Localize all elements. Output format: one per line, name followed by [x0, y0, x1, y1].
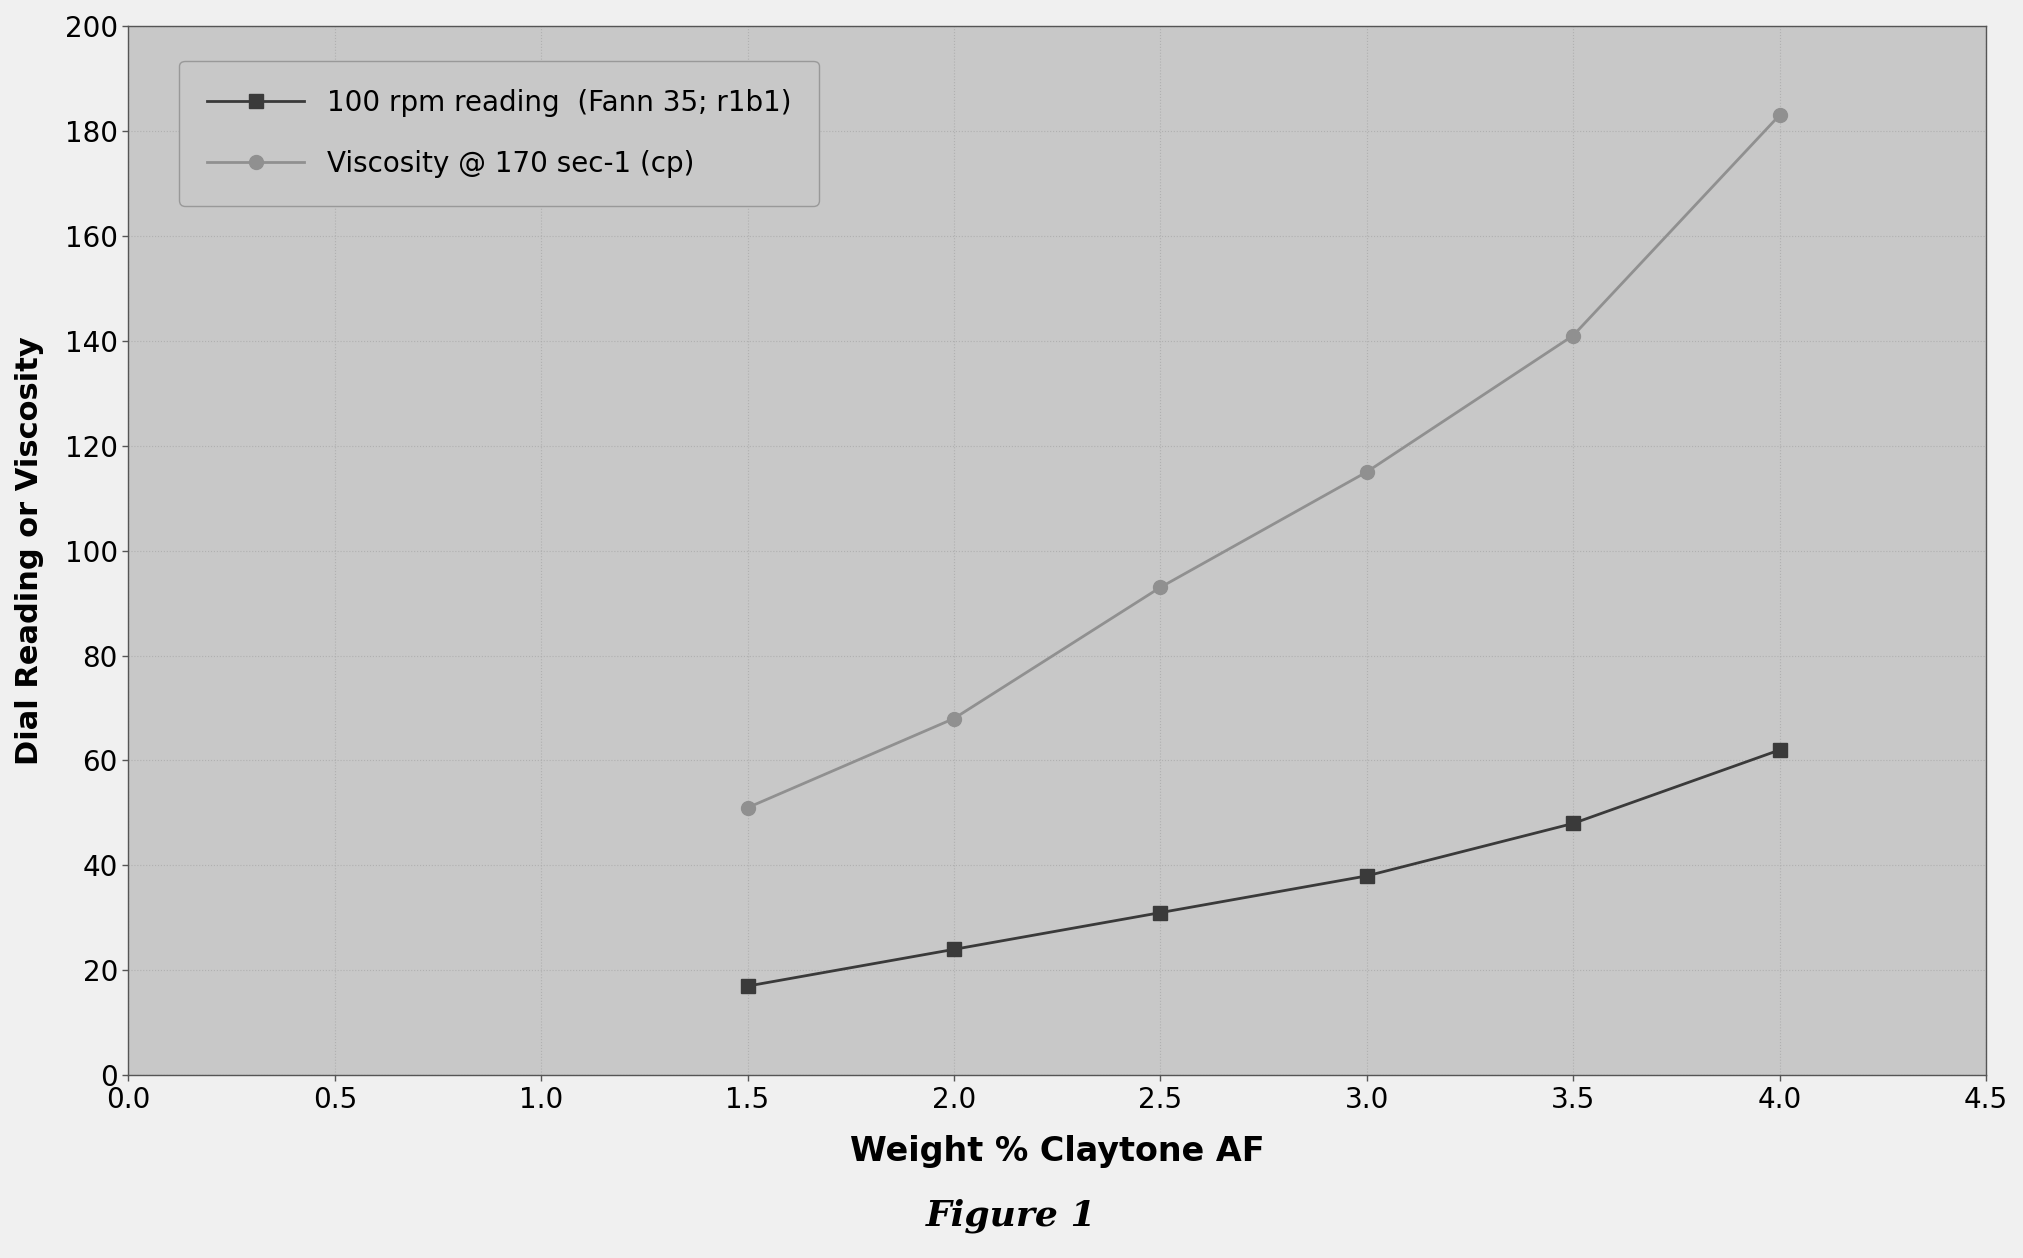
Text: Figure 1: Figure 1	[927, 1199, 1096, 1233]
Line: Viscosity @ 170 sec-1 (cp): Viscosity @ 170 sec-1 (cp)	[740, 108, 1786, 815]
100 rpm reading  (Fann 35; r1b1)	[736, 979, 761, 994]
Viscosity @ 170 sec-1 (cp)	[736, 800, 761, 815]
Viscosity @ 170 sec-1 (cp)	[943, 711, 967, 726]
X-axis label: Weight % Claytone AF: Weight % Claytone AF	[850, 1135, 1264, 1167]
Legend: 100 rpm reading  (Fann 35; r1b1), Viscosity @ 170 sec-1 (cp): 100 rpm reading (Fann 35; r1b1), Viscosi…	[180, 60, 819, 206]
Line: 100 rpm reading  (Fann 35; r1b1): 100 rpm reading (Fann 35; r1b1)	[740, 743, 1786, 993]
Y-axis label: Dial Reading or Viscosity: Dial Reading or Viscosity	[14, 336, 45, 765]
Viscosity @ 170 sec-1 (cp)	[1355, 464, 1380, 479]
Viscosity @ 170 sec-1 (cp)	[1768, 108, 1792, 123]
100 rpm reading  (Fann 35; r1b1)	[943, 942, 967, 957]
Viscosity @ 170 sec-1 (cp)	[1149, 580, 1173, 595]
100 rpm reading  (Fann 35; r1b1)	[1562, 816, 1586, 832]
100 rpm reading  (Fann 35; r1b1)	[1149, 905, 1173, 920]
100 rpm reading  (Fann 35; r1b1)	[1355, 868, 1380, 883]
100 rpm reading  (Fann 35; r1b1)	[1768, 742, 1792, 757]
Viscosity @ 170 sec-1 (cp)	[1562, 328, 1586, 343]
